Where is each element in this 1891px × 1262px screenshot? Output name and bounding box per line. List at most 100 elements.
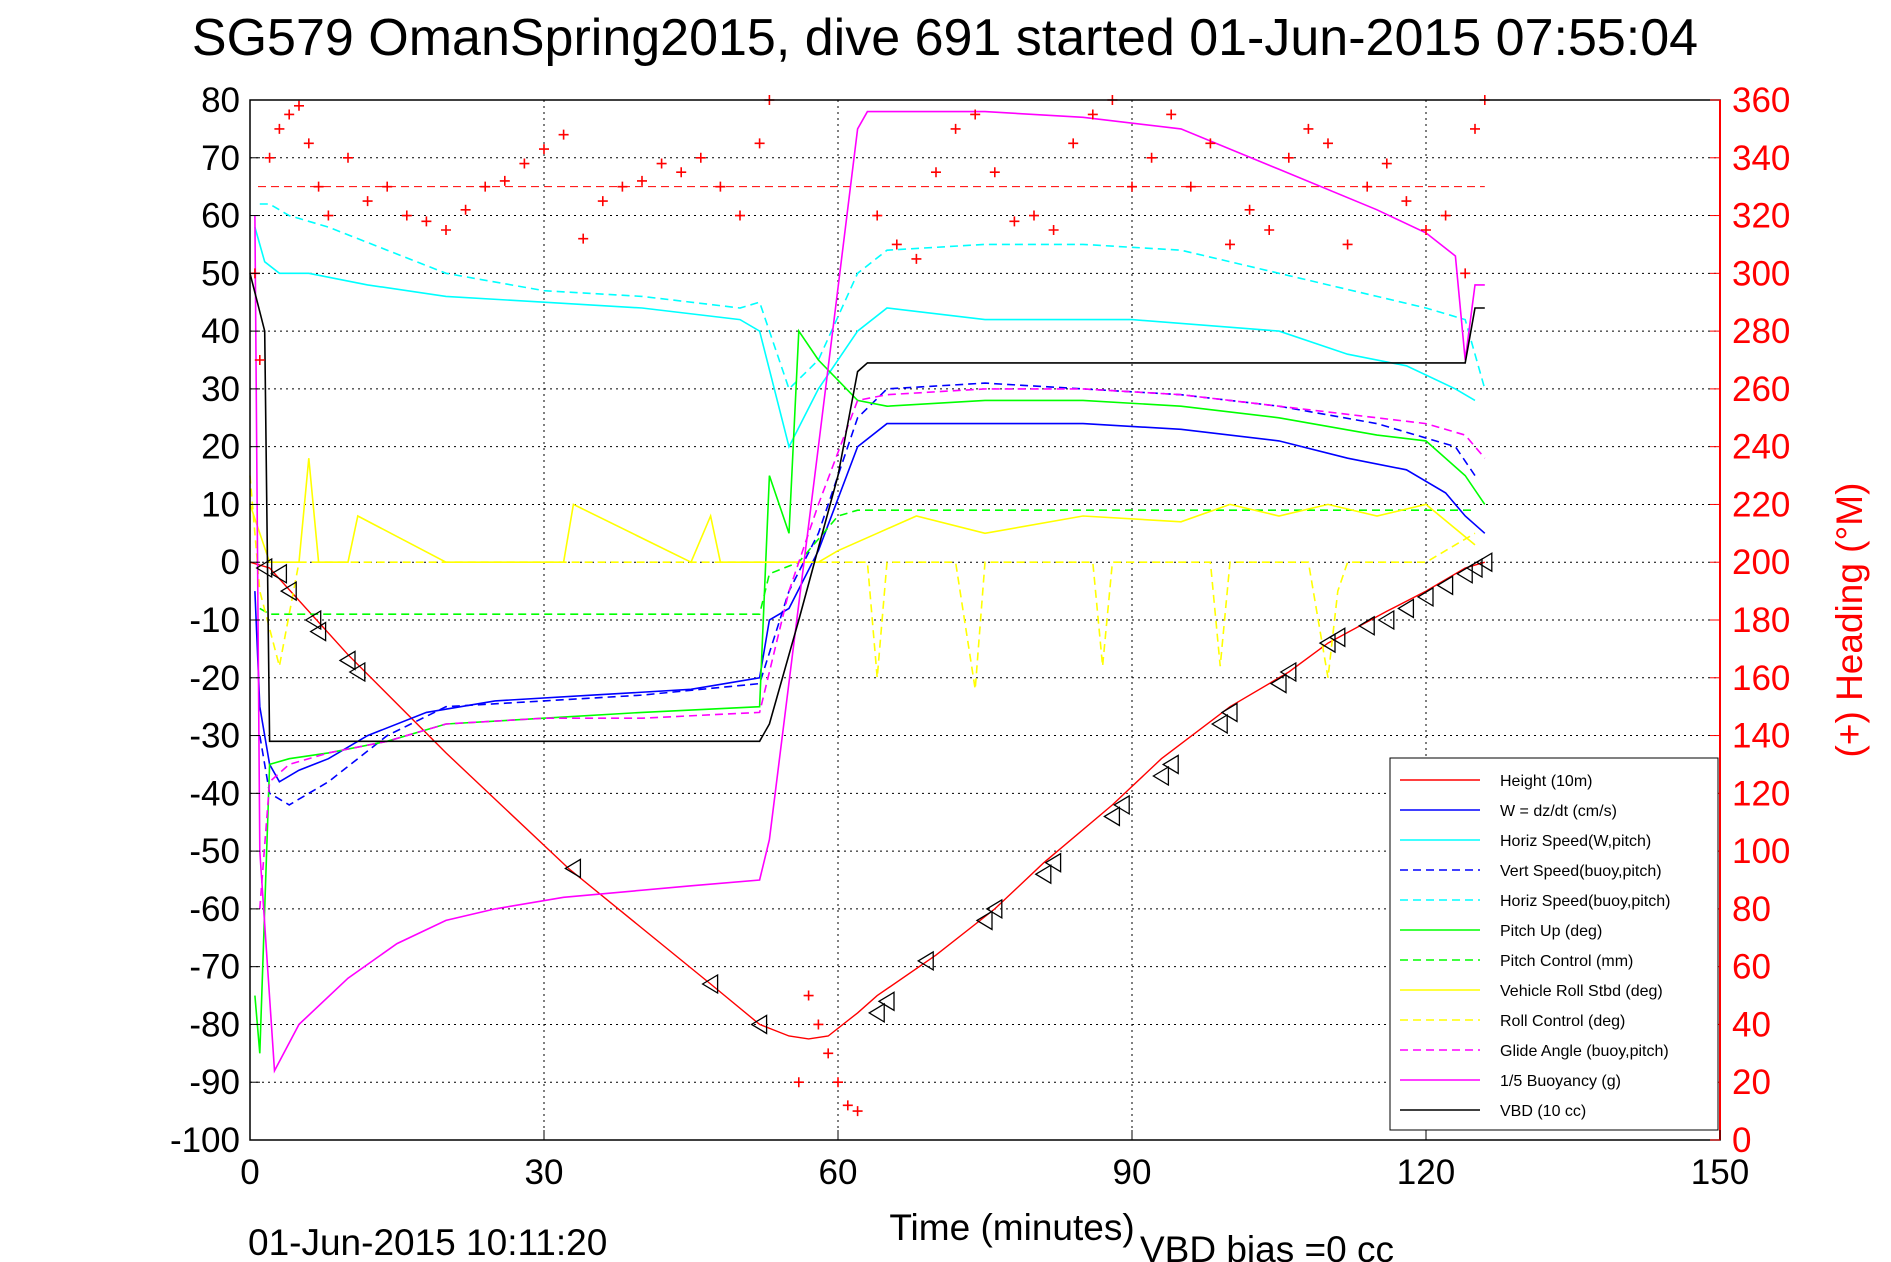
heading-point [1283,152,1294,163]
y-tick-label-left: -80 [189,1005,240,1044]
heading-point [1029,210,1039,221]
heading-point [558,129,569,140]
height-marker [279,580,297,602]
y-tick-label-left: -60 [189,890,240,929]
heading-point [539,144,549,155]
y-tick-label-left: -50 [189,832,240,871]
heading-point [950,123,961,134]
heading-point [1401,196,1412,207]
x-tick-label: 90 [1113,1153,1152,1192]
heading-point [254,355,265,365]
legend-label: 1/5 Buoyancy (g) [1500,1073,1621,1090]
heading-point [460,204,471,215]
height-marker [1328,627,1346,648]
y-tick-label-right: 240 [1732,428,1790,467]
heading-point [1127,181,1137,192]
height-marker [338,650,356,671]
y-tick-label-right: 120 [1732,774,1790,813]
heading-point [441,225,451,235]
heading-point [1264,225,1275,235]
series-line-0 [249,561,1485,1040]
heading-point [274,123,285,134]
heading-point [1244,204,1255,215]
heading-point [891,239,902,250]
height-marker [1455,563,1473,584]
series-line-11 [249,273,1485,743]
heading-point [617,181,628,192]
heading-point [323,210,334,221]
y-tick-label-left: 50 [201,254,240,293]
height-marker [1475,552,1493,573]
axis-ticks: 0 30 60 90 120 15080706050403020100-10-20-30-… [170,81,1790,1192]
height-marker [564,858,582,879]
heading-point [1381,158,1392,169]
y-tick-label-left: 30 [201,370,240,409]
height-marker [916,950,934,972]
heading-point [519,158,530,169]
height-marker [1103,806,1121,827]
heading-point [1146,152,1157,163]
legend-label: Pitch Up (deg) [1500,923,1602,940]
series-line-2 [254,226,1476,449]
heading-point [676,167,687,178]
y-tick-label-left: -20 [189,659,240,698]
heading-point [813,1019,824,1030]
legend-label: Height (10m) [1500,773,1592,790]
y-tick-label-left: 20 [201,428,240,467]
y-tick-label-right: 40 [1732,1005,1771,1044]
heading-series [249,95,1490,1117]
height-marker [985,898,1003,920]
series-line-9 [259,388,1486,909]
y-tick-label-left: -70 [189,948,240,987]
heading-point [1087,109,1098,120]
y-tick-label-right: 280 [1732,312,1790,351]
right-axis-label: (+) Heading (°M) [1829,483,1870,758]
heading-point [1048,225,1059,235]
heading-point [303,138,314,149]
y-tick-label-right: 360 [1732,81,1790,120]
height-marker [1034,864,1052,885]
height-marker [304,609,322,631]
footer-vbd-bias: VBD bias =0 cc [1140,1229,1394,1262]
heading-point [362,196,373,207]
legend-box [1389,757,1719,1131]
heading-point [1342,239,1353,250]
heading-point [382,181,393,192]
y-tick-label-right: 180 [1732,601,1790,640]
heading-point [1323,138,1333,149]
x-tick-label: 150 [1691,1153,1749,1192]
y-tick-label-right: 140 [1732,717,1790,756]
legend: Height (10m) W = dz/dt (cm/s) Horiz Speed(… [1389,757,1719,1131]
heading-point [313,181,324,192]
x-tick-label: 0 [240,1153,259,1192]
y-tick-label-right: 200 [1732,543,1790,582]
heading-point [823,1048,834,1059]
y-tick-label-left: -100 [170,1121,240,1160]
height-marker [1465,557,1483,579]
y-tick-label-right: 260 [1732,370,1790,409]
heading-point [1068,138,1079,149]
height-marker [1152,765,1170,787]
y-tick-label-right: 340 [1732,139,1790,178]
height-marker [255,557,273,579]
heading-point [833,1077,843,1088]
heading-point [284,109,295,120]
heading-point [1166,109,1177,120]
height-marker [1112,794,1130,816]
height-marker [877,991,895,1012]
heading-point [1362,181,1373,192]
height-marker [1044,852,1062,873]
y-tick-label-left: 70 [201,139,240,178]
y-tick-label-right: 20 [1732,1063,1771,1102]
heading-point [480,181,491,192]
series-layer [249,110,1486,1074]
height-marker [867,1002,885,1024]
heading-point [1460,268,1471,279]
legend-label: Pitch Control (mm) [1500,953,1633,970]
y-tick-label-left: 80 [201,81,240,120]
heading-point [578,233,589,244]
height-marker [1318,632,1336,654]
legend-label: Vehicle Roll Stbd (deg) [1500,983,1663,1000]
heading-point [793,1077,804,1088]
